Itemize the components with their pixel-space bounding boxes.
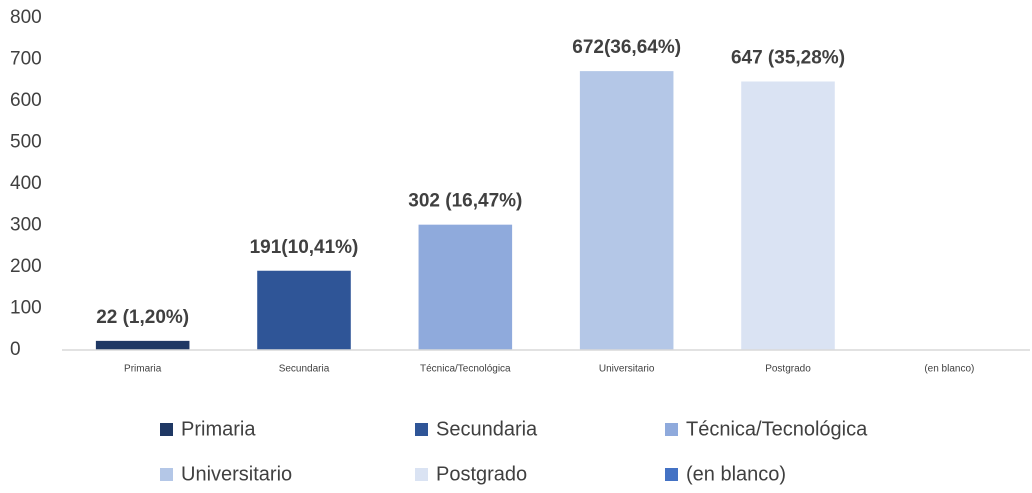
legend-label: Universitario	[181, 463, 292, 485]
bar	[418, 224, 513, 350]
legend-swatch	[665, 468, 678, 481]
x-tick-label: Técnica/Tecnológica	[420, 364, 511, 375]
y-tick-label: 200	[10, 256, 42, 277]
legend-label: Postgrado	[436, 463, 527, 485]
legend-label: Técnica/Tecnológica	[686, 418, 868, 440]
bar	[257, 270, 351, 350]
legend-swatch	[415, 423, 428, 436]
x-tick-label: Postgrado	[765, 364, 811, 375]
data-label: 22 (1,20%)	[96, 307, 189, 328]
legend-label: Secundaria	[436, 418, 538, 440]
data-label: 672(36,64%)	[572, 37, 681, 58]
data-label: 191(10,41%)	[250, 237, 359, 258]
y-tick-label: 0	[10, 339, 21, 360]
bar	[579, 71, 674, 351]
legend-swatch	[160, 423, 173, 436]
y-tick-label: 700	[10, 49, 42, 70]
y-tick-label: 300	[10, 215, 42, 236]
legend-label: Primaria	[181, 418, 256, 440]
legend-swatch	[665, 423, 678, 436]
y-tick-label: 600	[10, 90, 42, 111]
bar	[741, 81, 835, 351]
x-tick-label: (en blanco)	[924, 364, 974, 375]
x-tick-label: Primaria	[124, 364, 162, 375]
x-tick-label: Secundaria	[279, 364, 330, 375]
y-tick-label: 400	[10, 173, 42, 194]
y-tick-label: 500	[10, 132, 42, 153]
data-label: 302 (16,47%)	[408, 191, 522, 212]
bar	[95, 340, 190, 350]
legend-swatch	[160, 468, 173, 481]
y-tick-label: 100	[10, 298, 42, 319]
y-tick-label: 800	[10, 7, 42, 28]
data-label: 647 (35,28%)	[731, 48, 845, 69]
legend-label: (en blanco)	[686, 463, 786, 485]
legend-swatch	[415, 468, 428, 481]
x-tick-label: Universitario	[599, 364, 655, 375]
